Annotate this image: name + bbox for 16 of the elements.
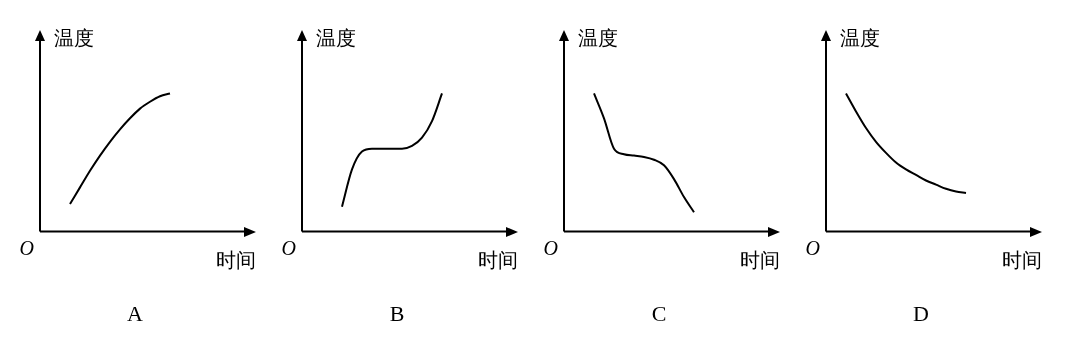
text: O xyxy=(543,236,558,259)
x-axis-title: 时间 xyxy=(740,247,780,272)
text: A xyxy=(127,300,144,326)
y-axis-title: 温度 xyxy=(54,26,94,51)
text: D xyxy=(913,300,929,326)
text: O xyxy=(19,236,34,259)
x-axis-title: 时间 xyxy=(216,247,256,272)
text: C xyxy=(651,300,667,326)
text: B xyxy=(389,300,405,326)
y-axis-title: 温度 xyxy=(316,26,356,51)
text: O xyxy=(281,236,296,259)
x-axis-title: 时间 xyxy=(478,247,518,272)
y-axis-title: 温度 xyxy=(840,26,880,51)
x-axis-title: 时间 xyxy=(1002,247,1042,272)
y-axis-title: 温度 xyxy=(578,26,618,51)
text: O xyxy=(805,236,820,259)
